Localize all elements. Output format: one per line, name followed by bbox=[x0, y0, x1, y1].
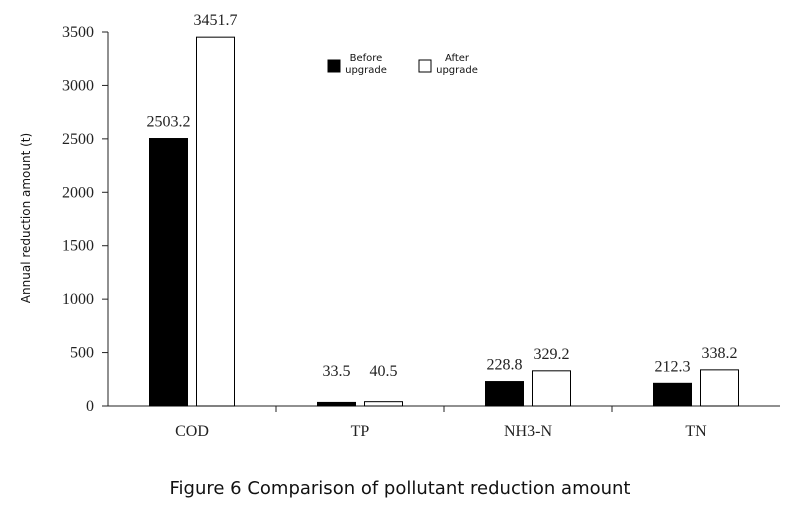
y-tick-label: 1000 bbox=[62, 291, 94, 308]
chart-data-labels: 2503.2 3451.7 33.5 40.5 228.8 329.2 212.3 338.2 bbox=[147, 12, 738, 380]
legend-label: upgrade bbox=[345, 65, 387, 76]
x-tick-label: TN bbox=[685, 423, 707, 440]
y-tick-label: 3500 bbox=[62, 24, 94, 41]
data-label: 2503.2 bbox=[147, 114, 191, 131]
x-tick-label: NH3-N bbox=[504, 423, 552, 440]
data-label: 33.5 bbox=[323, 363, 351, 380]
bar-before-tn bbox=[653, 382, 692, 407]
y-axis-title: Annual reduction amount (t) bbox=[19, 133, 33, 303]
bar-after-tn bbox=[700, 369, 739, 407]
legend-label: After bbox=[445, 53, 470, 64]
legend-label: Before bbox=[350, 53, 383, 64]
legend-swatch bbox=[327, 59, 341, 73]
chart-bars bbox=[149, 36, 739, 407]
y-tick-label: 0 bbox=[86, 398, 94, 415]
y-tick-label: 500 bbox=[70, 345, 94, 362]
data-label: 3451.7 bbox=[194, 12, 238, 29]
legend-swatch bbox=[418, 59, 432, 73]
x-tick-label: COD bbox=[175, 423, 209, 440]
bar-before-cod bbox=[149, 138, 188, 407]
data-label: 338.2 bbox=[702, 345, 738, 362]
data-label: 212.3 bbox=[655, 358, 691, 375]
figure-caption: Figure 6 Comparison of pollutant reducti… bbox=[169, 478, 631, 499]
bar-after-cod bbox=[196, 36, 235, 407]
y-tick-label: 2000 bbox=[62, 184, 94, 201]
data-label: 228.8 bbox=[487, 357, 523, 374]
bar-before-tp bbox=[317, 401, 356, 407]
bar-before-nh3-n bbox=[485, 381, 524, 407]
x-tick-label: TP bbox=[351, 423, 370, 440]
legend-label: upgrade bbox=[436, 65, 478, 76]
bar-after-nh3-n bbox=[532, 370, 571, 407]
y-tick-label: 3000 bbox=[62, 77, 94, 94]
bar-after-tp bbox=[364, 401, 403, 407]
data-label: 329.2 bbox=[534, 346, 570, 363]
data-label: 40.5 bbox=[370, 363, 398, 380]
y-tick-label: 1500 bbox=[62, 238, 94, 255]
y-tick-label: 2500 bbox=[62, 131, 94, 148]
chart-axes: 0 500 1000 1500 2000 2500 3000 3500 COD TP NH3-N TN bbox=[62, 24, 780, 440]
